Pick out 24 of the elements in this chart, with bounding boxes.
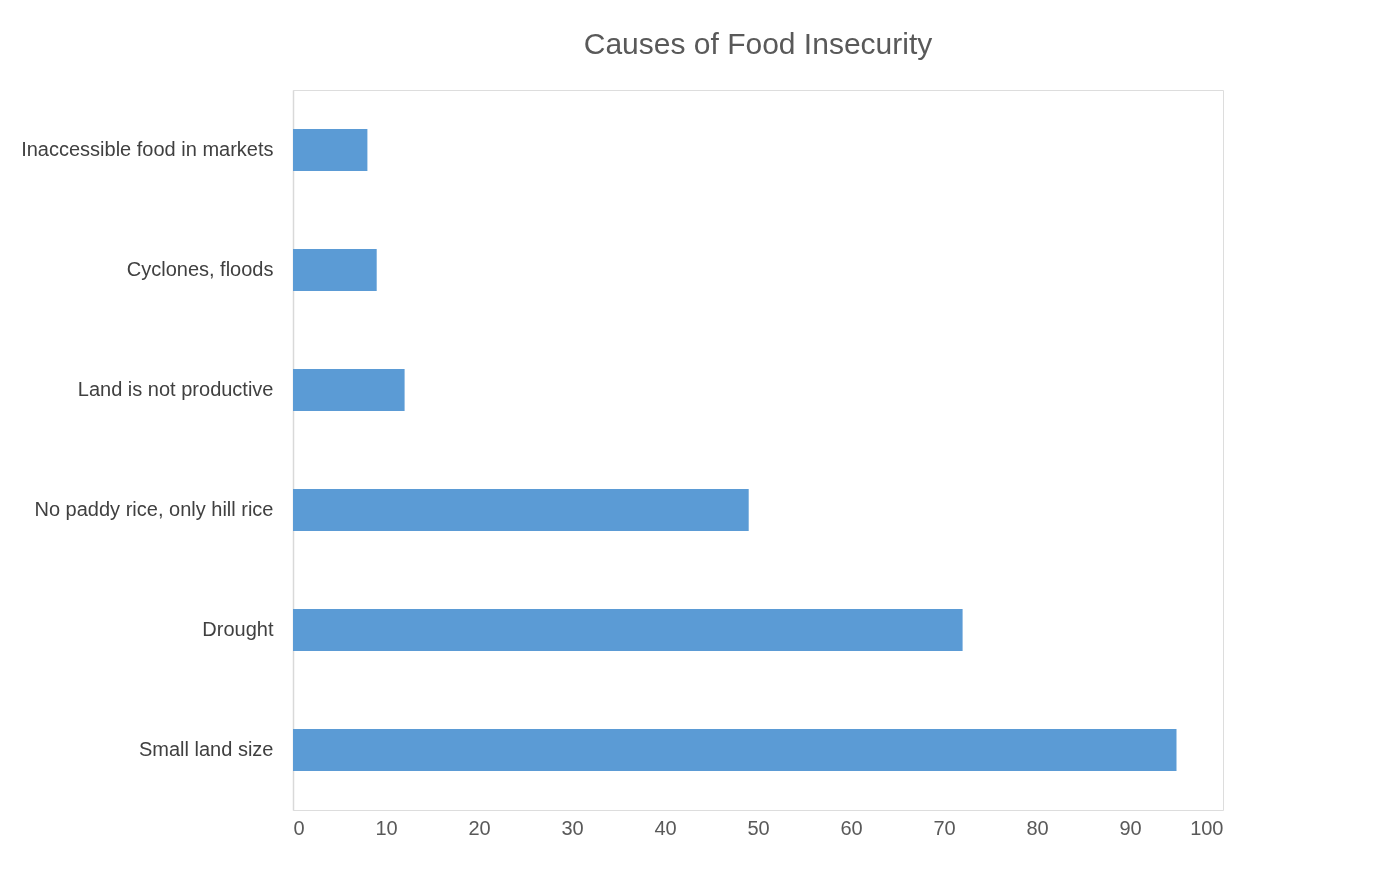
y-tick-label: Inaccessible food in markets: [21, 138, 274, 160]
x-tick-label: 30: [561, 816, 584, 839]
bar: [293, 369, 405, 411]
x-tick-label: 90: [1119, 816, 1142, 839]
bar: [293, 489, 749, 531]
bar: [293, 729, 1177, 771]
x-tick-label: 50: [747, 816, 770, 839]
y-tick-label: No paddy rice, only hill rice: [34, 498, 274, 520]
x-tick-label: 40: [654, 816, 677, 839]
x-tick-label: 100: [1190, 816, 1224, 839]
bar: [293, 249, 377, 291]
bar: [293, 609, 963, 651]
x-tick-label: 70: [933, 816, 956, 839]
y-tick-label: Cyclones, floods: [126, 258, 274, 280]
x-tick-label: 10: [375, 816, 398, 839]
y-tick-label: Drought: [202, 618, 274, 640]
y-tick-label: Small land size: [138, 738, 274, 760]
y-tick-label: Land is not productive: [77, 378, 274, 400]
chart-title: Causes of Food Insecurity: [583, 27, 933, 60]
x-tick-label: 0: [293, 816, 305, 839]
bar: [293, 129, 368, 171]
x-tick-label: 20: [468, 816, 491, 839]
x-tick-label: 80: [1026, 816, 1049, 839]
x-tick-label: 60: [840, 816, 863, 839]
